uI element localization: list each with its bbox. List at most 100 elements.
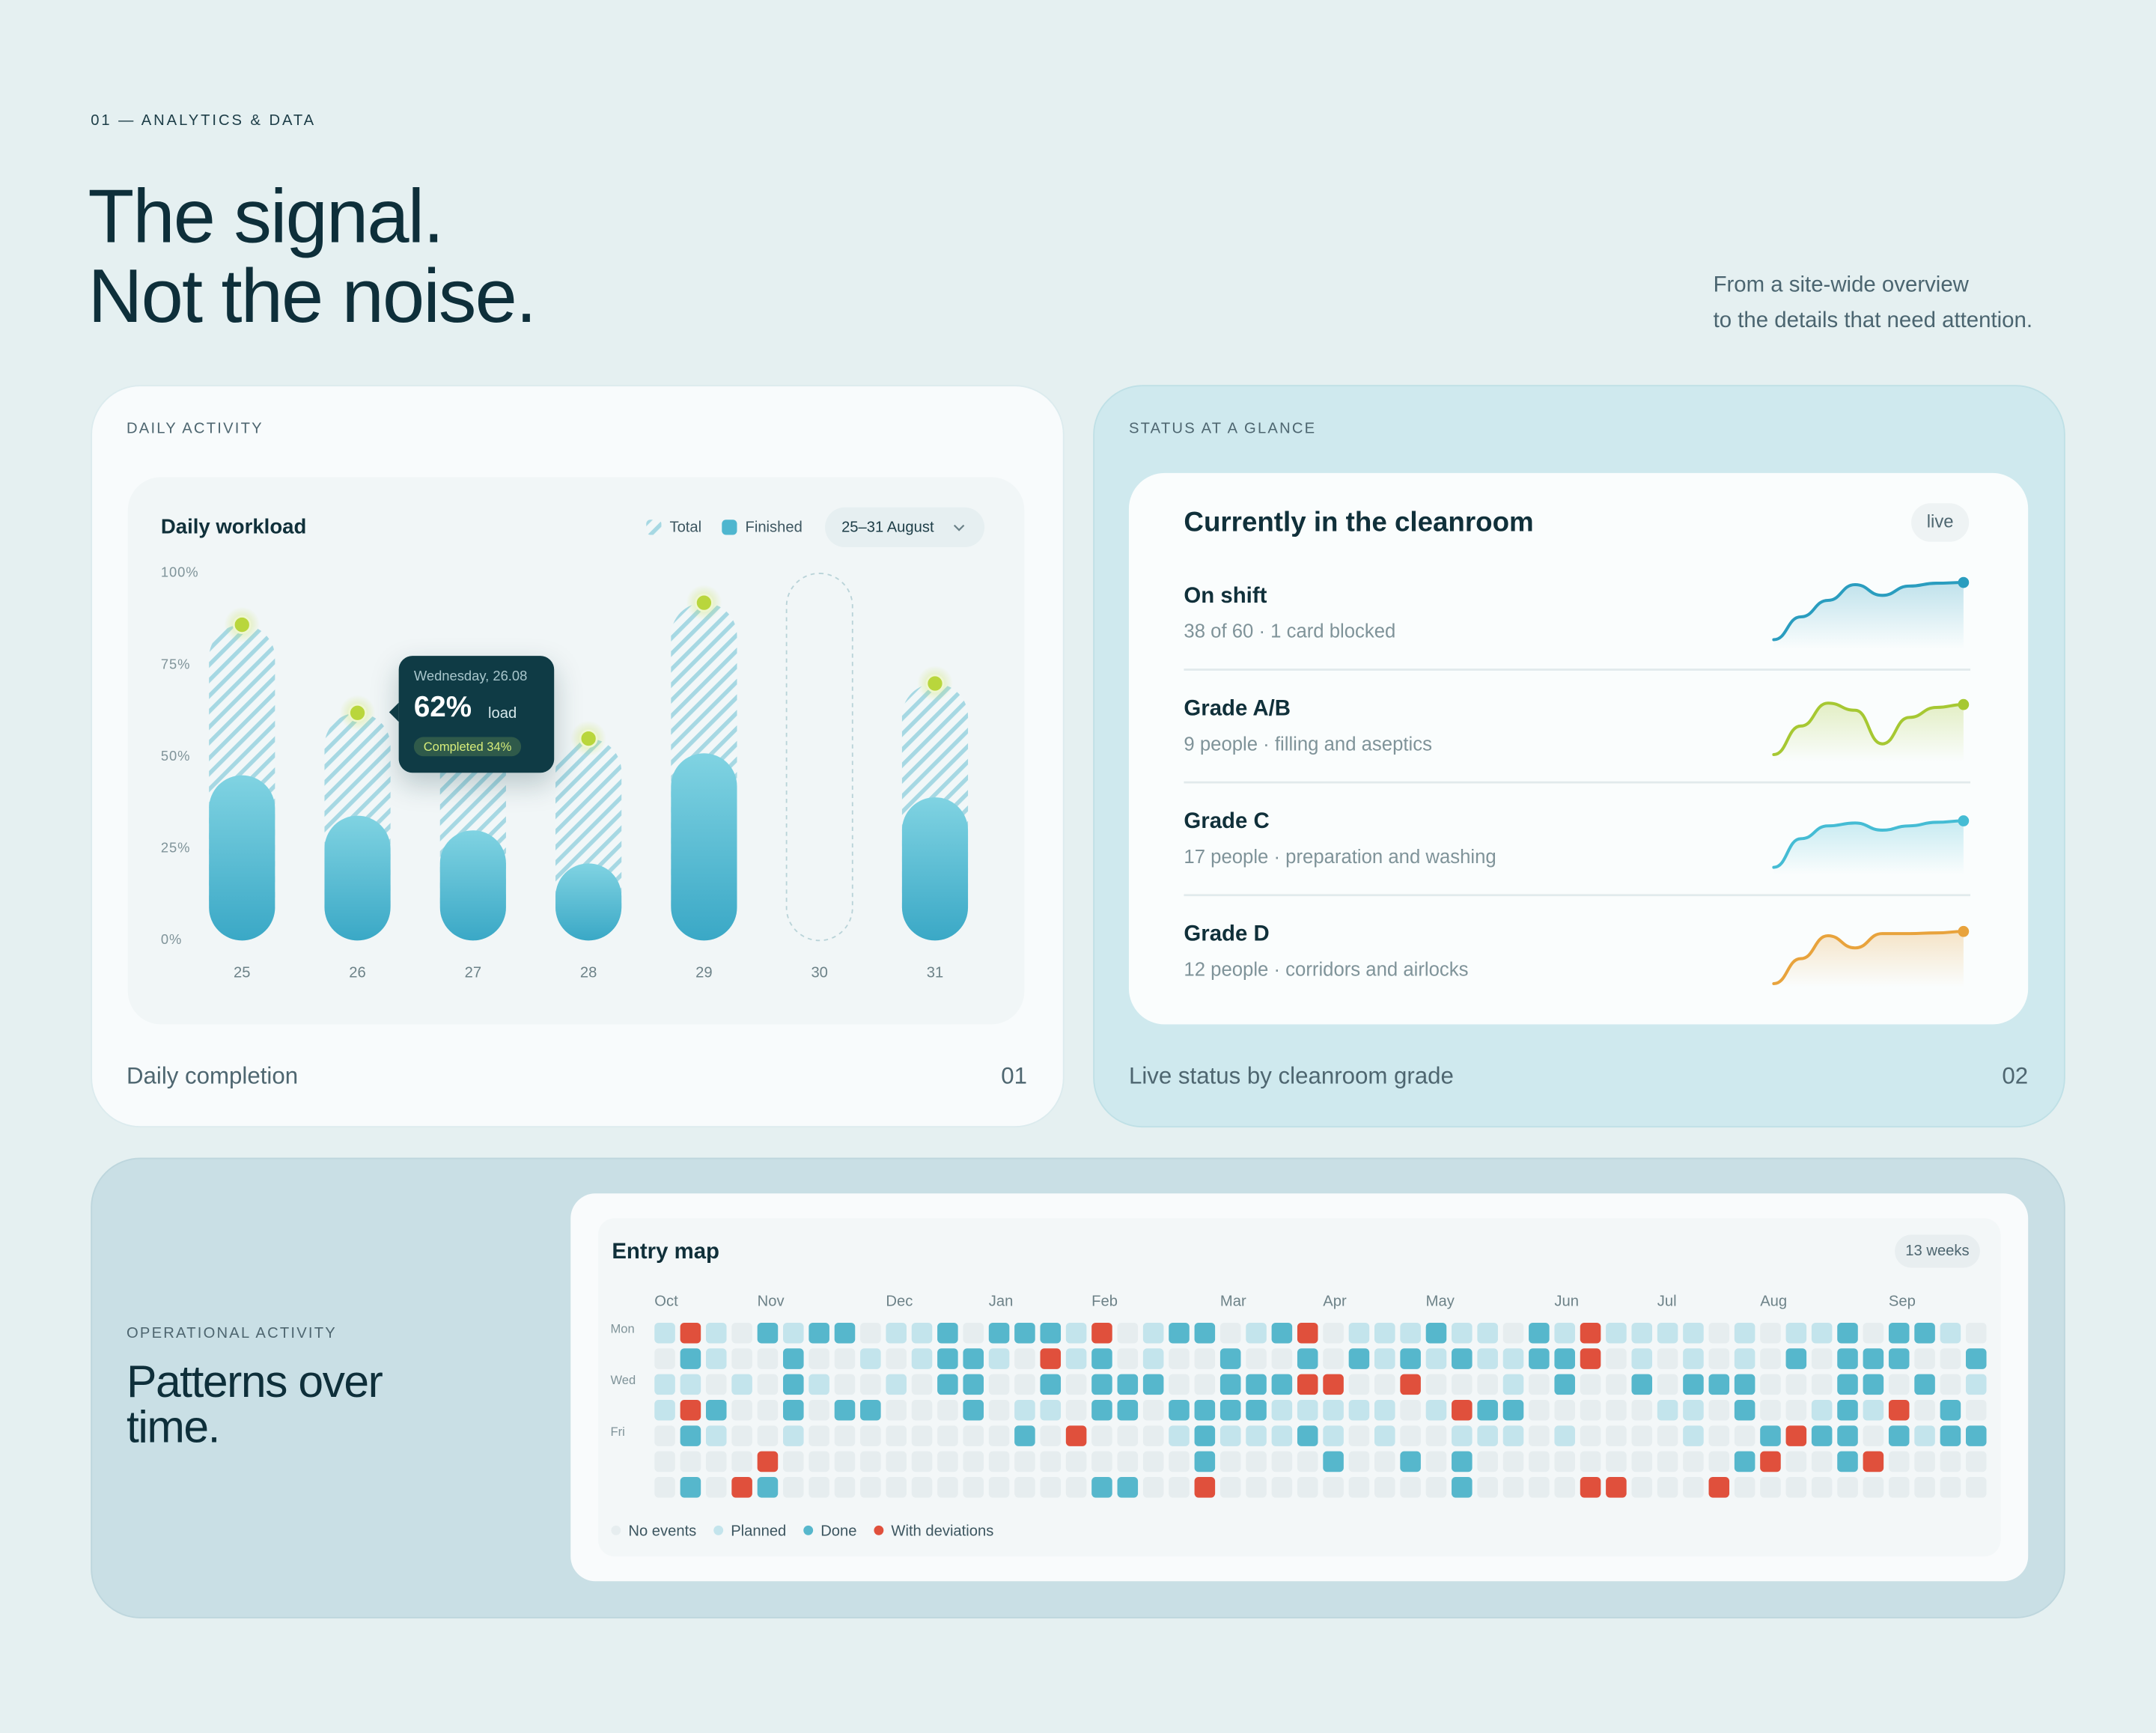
heat-cell bbox=[808, 1374, 829, 1395]
heat-cell bbox=[1091, 1425, 1112, 1446]
heat-cell bbox=[1734, 1477, 1755, 1498]
heat-cell bbox=[1477, 1374, 1498, 1395]
heat-cell bbox=[1888, 1322, 1910, 1344]
heat-cell bbox=[1065, 1477, 1087, 1498]
heat-cell bbox=[1477, 1348, 1498, 1369]
heat-cell bbox=[1246, 1348, 1267, 1369]
heat-cell bbox=[1169, 1399, 1190, 1421]
heat-cell bbox=[1348, 1322, 1370, 1344]
heat-cell bbox=[1811, 1399, 1833, 1421]
month-label: Dec bbox=[886, 1294, 913, 1310]
heat-cell bbox=[1785, 1477, 1807, 1498]
heat-cell bbox=[1425, 1477, 1447, 1498]
x-tick-label: 27 bbox=[465, 965, 481, 981]
heat-cell bbox=[1554, 1348, 1575, 1369]
heat-cell bbox=[1323, 1451, 1344, 1472]
heat-cell bbox=[1297, 1451, 1318, 1472]
heat-cell bbox=[1657, 1399, 1678, 1421]
heat-cell bbox=[731, 1322, 752, 1344]
heat-cell bbox=[1323, 1348, 1344, 1369]
heat-cell bbox=[937, 1451, 958, 1472]
heat-cell bbox=[731, 1374, 752, 1395]
heat-cell bbox=[1708, 1451, 1730, 1472]
heat-cell bbox=[757, 1399, 779, 1421]
heat-cell bbox=[1297, 1425, 1318, 1446]
legend-dot bbox=[713, 1525, 724, 1535]
heat-cell bbox=[1529, 1348, 1550, 1369]
heat-cell bbox=[731, 1451, 752, 1472]
heat-cell bbox=[1683, 1451, 1704, 1472]
heat-cell bbox=[1091, 1451, 1112, 1472]
heat-cell bbox=[1091, 1399, 1112, 1421]
heat-cell bbox=[1117, 1425, 1139, 1446]
heat-cell bbox=[1400, 1374, 1421, 1395]
heat-cell bbox=[911, 1322, 933, 1344]
heat-cell bbox=[1940, 1425, 1961, 1446]
heat-cell bbox=[1323, 1425, 1344, 1446]
heat-cell bbox=[808, 1322, 829, 1344]
legend-label: No events bbox=[628, 1523, 696, 1539]
heat-cell bbox=[654, 1374, 675, 1395]
period-label[interactable]: 25–31 August bbox=[841, 520, 934, 536]
heat-cell bbox=[1246, 1425, 1267, 1446]
heat-cell bbox=[705, 1477, 727, 1498]
bar-finished bbox=[209, 775, 275, 941]
heat-cell bbox=[886, 1451, 907, 1472]
heat-cell bbox=[1271, 1451, 1293, 1472]
heat-cell bbox=[1219, 1451, 1241, 1472]
heat-cell bbox=[988, 1322, 1010, 1344]
heat-cell bbox=[1837, 1348, 1858, 1369]
heat-cell bbox=[1888, 1374, 1910, 1395]
live-label: live bbox=[1927, 511, 1954, 532]
heat-cell bbox=[1246, 1399, 1267, 1421]
heat-cell bbox=[1091, 1348, 1112, 1369]
heat-cell bbox=[680, 1348, 701, 1369]
heat-cell bbox=[1425, 1322, 1447, 1344]
heat-cell bbox=[731, 1477, 752, 1498]
heat-cell bbox=[1965, 1425, 1987, 1446]
heat-cell bbox=[1297, 1399, 1318, 1421]
heat-cell bbox=[1502, 1399, 1524, 1421]
heat-cell bbox=[1348, 1348, 1370, 1369]
heat-cell bbox=[937, 1399, 958, 1421]
heat-cell bbox=[1246, 1322, 1267, 1344]
heat-cell bbox=[1606, 1451, 1627, 1472]
heat-cell bbox=[1323, 1374, 1344, 1395]
heat-cell bbox=[1914, 1399, 1935, 1421]
heat-cell bbox=[1734, 1374, 1755, 1395]
heat-cell bbox=[1683, 1322, 1704, 1344]
heat-cell bbox=[1452, 1322, 1473, 1344]
x-tick-label: 25 bbox=[234, 965, 250, 981]
heat-cell bbox=[1014, 1374, 1035, 1395]
heat-cell bbox=[1631, 1374, 1653, 1395]
x-tick-label: 29 bbox=[695, 965, 712, 981]
heat-cell bbox=[1863, 1374, 1884, 1395]
heat-cell bbox=[1811, 1451, 1833, 1472]
heat-cell bbox=[1014, 1425, 1035, 1446]
heat-cell bbox=[1708, 1374, 1730, 1395]
heat-cell bbox=[1219, 1348, 1241, 1369]
intro-line: to the details that need attention. bbox=[1713, 309, 2033, 333]
heat-cell bbox=[1606, 1348, 1627, 1369]
live-badge bbox=[1911, 503, 1970, 542]
heat-cell bbox=[1452, 1451, 1473, 1472]
heat-cell bbox=[1811, 1348, 1833, 1369]
heat-cell bbox=[1683, 1374, 1704, 1395]
eyebrow: 01 — ANALYTICS & DATA bbox=[91, 112, 317, 130]
heat-cell bbox=[1888, 1451, 1910, 1472]
period-select[interactable] bbox=[825, 507, 985, 548]
heat-cell bbox=[1374, 1399, 1395, 1421]
legend-label: Finished bbox=[746, 520, 803, 536]
heat-cell bbox=[886, 1399, 907, 1421]
heat-cell bbox=[783, 1348, 804, 1369]
heat-cell bbox=[731, 1399, 752, 1421]
heat-cell bbox=[963, 1477, 984, 1498]
heat-cell bbox=[1837, 1425, 1858, 1446]
heat-cell bbox=[1142, 1451, 1164, 1472]
heat-cell bbox=[1914, 1374, 1935, 1395]
heat-cell bbox=[1965, 1451, 1987, 1472]
heat-cell bbox=[937, 1348, 958, 1369]
heat-cell bbox=[1785, 1348, 1807, 1369]
sparkline bbox=[1772, 581, 1965, 642]
